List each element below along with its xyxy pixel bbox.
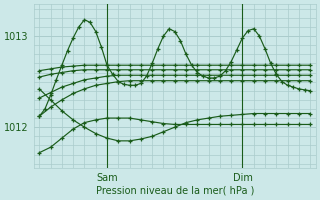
X-axis label: Pression niveau de la mer( hPa ): Pression niveau de la mer( hPa ) bbox=[96, 186, 254, 196]
